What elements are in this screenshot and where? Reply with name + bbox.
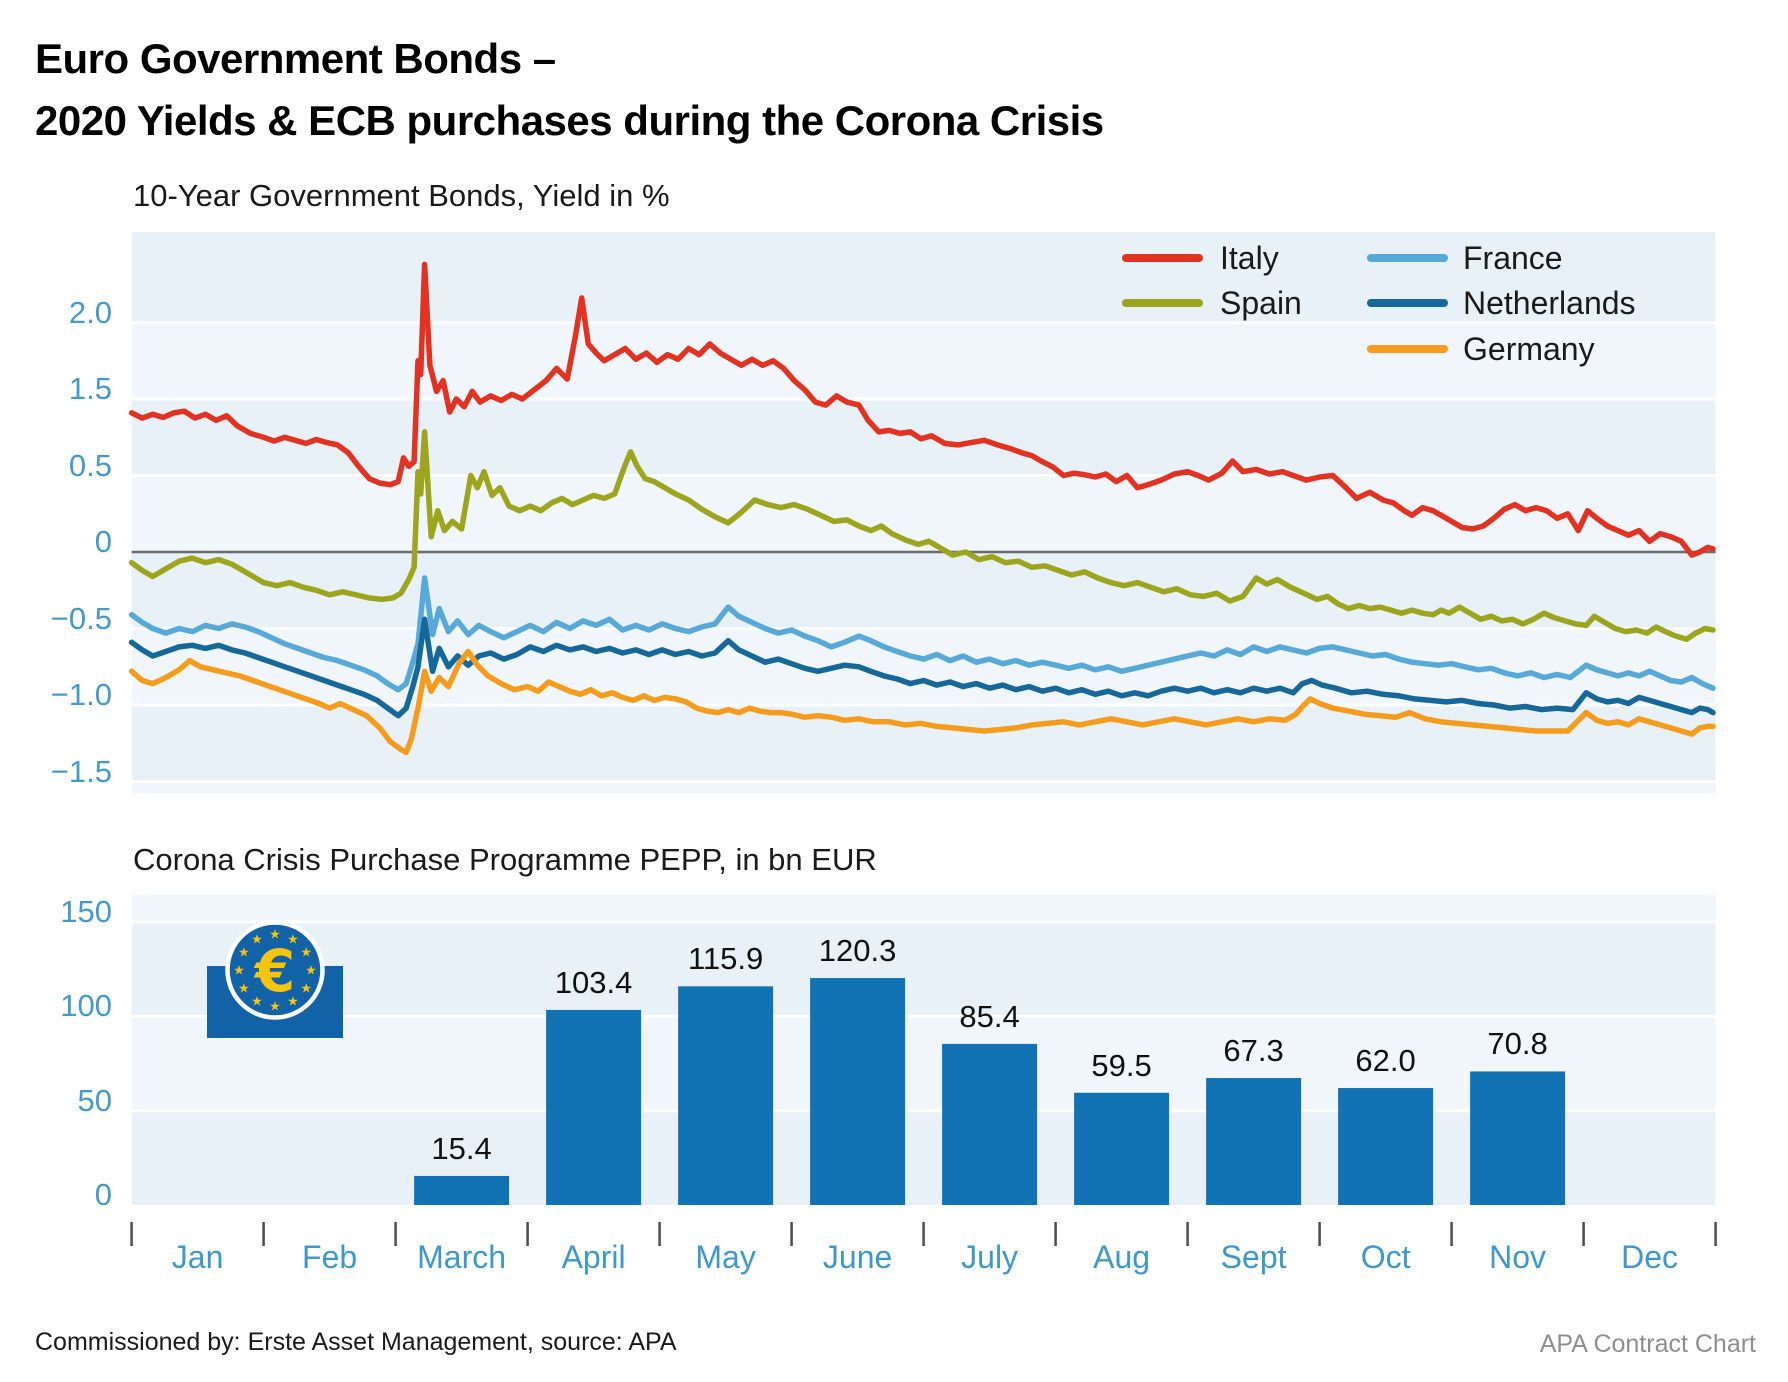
ecb-logo-star-icon: ★ [251, 932, 263, 947]
top-chart-title: 10-Year Government Bonds, Yield in % [133, 178, 670, 213]
top-plot-band [131, 322, 1716, 399]
series-line-germany [128, 648, 1716, 756]
top-plot-band [131, 475, 1716, 552]
series-line-france [128, 575, 1716, 693]
footer-credit: APA Contract Chart [1539, 1330, 1756, 1358]
legend-label-italy: Italy [1220, 239, 1279, 276]
month-label-march: March [417, 1239, 507, 1275]
month-label-may: May [695, 1239, 756, 1275]
top-y-label-−0.5: −0.5 [50, 600, 112, 636]
bottom-y-label-100: 100 [60, 988, 112, 1024]
top-y-label-−1.0: −1.0 [50, 677, 112, 712]
ecb-logo-star-icon: ★ [300, 946, 312, 961]
bar-value-label: 115.9 [687, 941, 764, 977]
footer-commissioned: Commissioned by: Erste Asset Management,… [35, 1328, 677, 1356]
month-label-june: June [822, 1239, 893, 1275]
legend-label-germany: Germany [1463, 330, 1595, 367]
month-label-dec: Dec [1621, 1239, 1679, 1275]
month-label-april: April [561, 1239, 626, 1275]
bottom-y-label-0: 0 [94, 1177, 112, 1212]
bar-april [546, 1009, 642, 1205]
top-y-label-−1.5: −1.5 [50, 753, 112, 789]
ecb-logo-star-icon: ★ [238, 946, 250, 961]
series-line-spain [128, 429, 1716, 642]
month-label-sept: Sept [1220, 1239, 1287, 1275]
bar-july [942, 1043, 1038, 1205]
top-plot-band [131, 628, 1716, 705]
legend-swatch-italy [1122, 253, 1203, 262]
series-line-italy [128, 261, 1716, 558]
month-label-nov: Nov [1489, 1239, 1547, 1275]
bar-nov [1470, 1071, 1566, 1205]
bar-value-label: 103.4 [554, 964, 633, 1000]
ecb-logo-euro-icon: € [253, 937, 295, 1005]
bar-value-label: 70.8 [1487, 1026, 1548, 1062]
legend-swatch-netherlands [1367, 299, 1448, 307]
page-title-line2: 2020 Yields & ECB purchases during the C… [35, 97, 1104, 144]
bar-value-label: 62.0 [1355, 1043, 1416, 1079]
legend-swatch-france [1367, 253, 1448, 262]
bar-value-label: 59.5 [1091, 1047, 1152, 1083]
ecb-logo-circle [225, 920, 325, 1020]
ecb-logo-star-icon: ★ [287, 995, 299, 1010]
month-label-aug: Aug [1093, 1239, 1151, 1275]
top-plot-band [131, 781, 1716, 793]
bar-oct [1338, 1088, 1434, 1205]
month-label-jan: Jan [171, 1239, 224, 1275]
bar-value-label: 67.3 [1223, 1033, 1284, 1069]
top-plot-band [131, 552, 1716, 629]
ecb-logo-star-icon: ★ [269, 928, 281, 943]
bar-value-label: 85.4 [959, 998, 1020, 1034]
series-line-netherlands [128, 616, 1716, 719]
bottom-y-label-150: 150 [60, 894, 112, 929]
top-y-label-1.5: 1.5 [68, 371, 112, 406]
bottom-plot-band [131, 895, 1716, 922]
bottom-chart-title: Corona Crisis Purchase Programme PEPP, i… [133, 842, 877, 877]
top-y-label-0.5: 0.5 [68, 447, 112, 483]
bar-june [810, 978, 906, 1205]
bottom-plot-band [131, 922, 1716, 1017]
month-label-oct: Oct [1360, 1239, 1411, 1275]
ecb-logo-star-icon: ★ [305, 964, 317, 979]
top-plot-band [131, 232, 1716, 323]
ecb-logo-star-icon: ★ [300, 982, 312, 997]
legend-label-spain: Spain [1220, 285, 1302, 321]
ecb-logo-star-icon: ★ [251, 995, 263, 1010]
legend-label-france: France [1463, 239, 1563, 276]
legend-swatch-germany [1367, 344, 1448, 353]
page-title-line1: Euro Government Bonds – [35, 35, 556, 82]
bottom-y-label-50: 50 [77, 1082, 112, 1118]
bottom-plot-band [131, 1016, 1716, 1111]
bar-sept [1206, 1078, 1302, 1205]
top-y-label-2.0: 2.0 [68, 294, 112, 330]
legend-label-netherlands: Netherlands [1463, 285, 1636, 321]
top-y-label-0: 0 [94, 524, 112, 559]
bar-aug [1074, 1092, 1170, 1205]
ecb-logo-star-icon: ★ [287, 932, 299, 947]
bar-may [678, 986, 774, 1205]
bar-march [414, 1175, 510, 1205]
ecb-logo-star-icon: ★ [233, 964, 245, 979]
bar-value-label: 120.3 [818, 933, 897, 969]
legend-swatch-spain [1122, 299, 1203, 307]
ecb-logo-star-icon: ★ [238, 982, 250, 997]
ecb-logo-star-icon: ★ [269, 1000, 281, 1015]
bottom-plot-band [131, 1110, 1716, 1205]
bar-value-label: 15.4 [431, 1130, 492, 1166]
month-label-july: July [961, 1239, 1019, 1275]
month-label-feb: Feb [302, 1239, 358, 1275]
page-title: Euro Government Bonds – 2020 Yields & EC… [35, 28, 1104, 152]
